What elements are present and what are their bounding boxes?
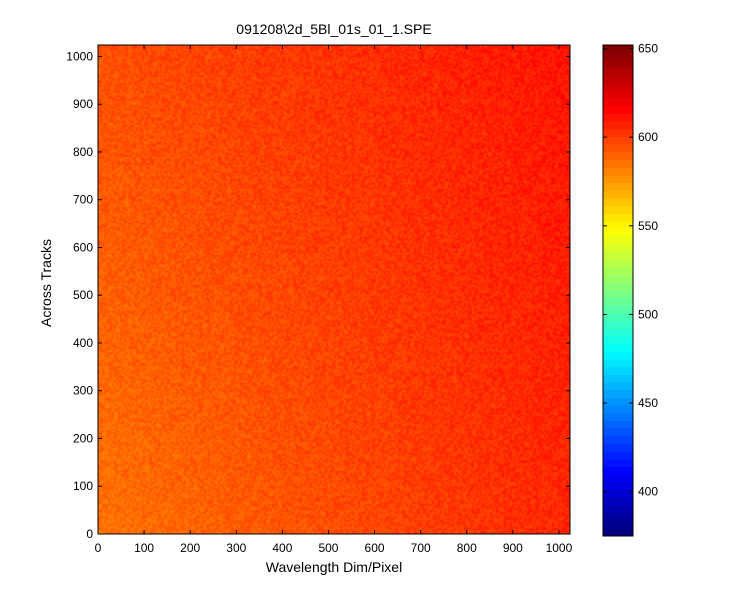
plot-area — [97, 44, 571, 535]
x-tick-label: 900 — [503, 541, 523, 555]
colorbar-tick-label: 500 — [638, 307, 658, 321]
heatmap-image — [98, 45, 570, 534]
x-tick-label: 500 — [318, 541, 338, 555]
y-tick-label: 800 — [73, 145, 93, 159]
y-axis-ticks: 0 100 200 300 400 500 600 700 800 900 1000 — [66, 49, 570, 541]
colorbar: 400 450 500 550 600 650 — [602, 42, 658, 537]
y-tick-label: 500 — [73, 288, 93, 302]
colorbar-frame — [602, 44, 634, 537]
x-tick-label: 400 — [272, 541, 292, 555]
colorbar-tick-label: 400 — [638, 485, 658, 499]
x-tick-label: 800 — [457, 541, 477, 555]
colorbar-tick-label: 600 — [638, 130, 658, 144]
x-axis-label: Wavelength Dim/Pixel — [266, 559, 402, 575]
x-tick-label: 100 — [134, 541, 154, 555]
x-tick-label: 600 — [365, 541, 385, 555]
y-axis-label: Across Tracks — [38, 239, 54, 327]
y-tick-label: 200 — [73, 431, 93, 445]
x-tick-label: 200 — [180, 541, 200, 555]
y-tick-label: 100 — [73, 479, 93, 493]
y-tick-label: 0 — [86, 527, 93, 541]
y-tick-label: 1000 — [66, 49, 93, 63]
y-tick-label: 900 — [73, 97, 93, 111]
colorbar-ticks: 400 450 500 550 600 650 — [603, 42, 658, 499]
x-tick-label: 700 — [411, 541, 431, 555]
x-axis-ticks: 0 100 200 300 400 500 600 700 800 900 1000 — [95, 45, 573, 555]
x-tick-label: 300 — [226, 541, 246, 555]
colorbar-gradient — [603, 45, 633, 536]
y-tick-label: 700 — [73, 193, 93, 207]
plot-frame — [97, 44, 571, 535]
x-tick-label: 1000 — [546, 541, 573, 555]
chart-title: 091208\2d_5Bl_01s_01_1.SPE — [236, 21, 431, 37]
colorbar-tick-label: 550 — [638, 219, 658, 233]
y-tick-label: 400 — [73, 336, 93, 350]
colorbar-tick-label: 450 — [638, 396, 658, 410]
x-tick-label: 0 — [95, 541, 102, 555]
y-tick-label: 300 — [73, 384, 93, 398]
colorbar-tick-label: 650 — [638, 42, 658, 56]
y-tick-label: 600 — [73, 240, 93, 254]
